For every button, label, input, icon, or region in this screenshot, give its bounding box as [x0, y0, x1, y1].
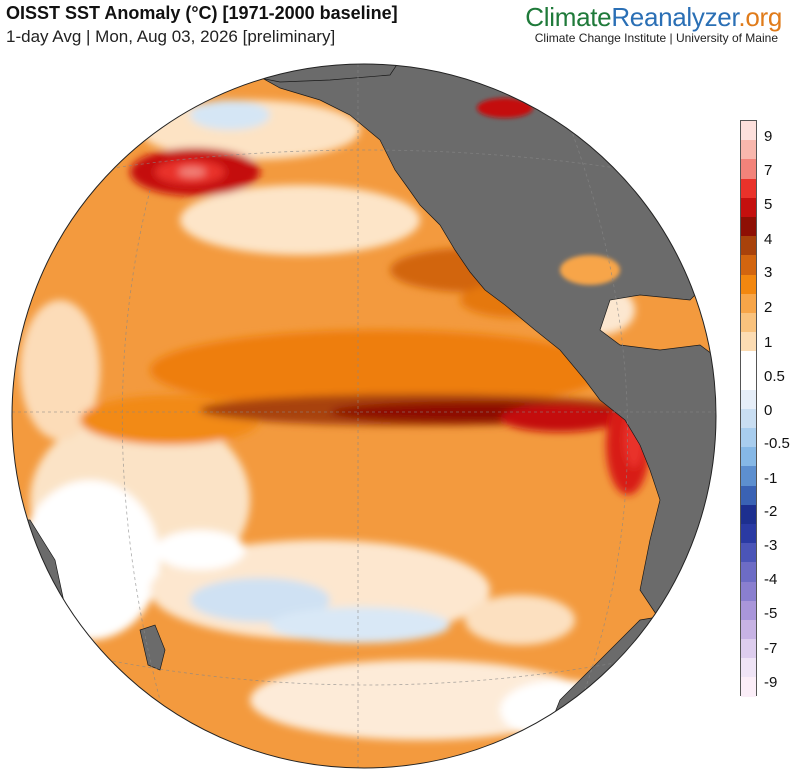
colorbar-tick-label: 2 [764, 299, 773, 316]
colorbar-segment [741, 447, 756, 467]
colorbar-tick-label: -7 [764, 640, 778, 657]
colorbar-segment [741, 581, 756, 601]
colorbar-segment [741, 121, 756, 141]
colorbar-tick-label: 0.5 [764, 368, 785, 385]
colorbar-tick-label: -1 [764, 470, 778, 487]
colorbar-segment [741, 543, 756, 563]
colorbar-tick-label: -9 [764, 674, 778, 691]
colorbar-segment [741, 178, 756, 198]
colorbar-tick-label: -2 [764, 503, 778, 520]
colorbar-segment [741, 408, 756, 428]
colorbar-tick-label: -4 [764, 571, 778, 588]
colorbar-segment [741, 216, 756, 237]
colorbar-segment [741, 504, 756, 524]
colorbar-segment [741, 523, 756, 544]
kamchatka-landmass [12, 64, 61, 131]
colorbar-segment [741, 658, 756, 678]
colorbar-segment [741, 293, 756, 313]
colorbar-segment [741, 428, 756, 448]
colorbar-segment [741, 351, 756, 371]
colorbar-tick-label: 0 [764, 402, 773, 419]
colorbar-segment [741, 600, 756, 620]
anomaly-field [20, 96, 650, 740]
brand-logo[interactable]: ClimateReanalyzer.org [525, 2, 782, 32]
colorbar-segment [741, 255, 756, 275]
colorbar-segment [741, 159, 756, 179]
colorbar-segment [741, 274, 756, 294]
colorbar-tick-label: 9 [764, 128, 773, 145]
colorbar-tick-label: -0.5 [764, 435, 790, 452]
new-zealand-landmass [139, 624, 166, 671]
colorbar-tick-label: 1 [764, 334, 773, 351]
colorbar-segment [741, 236, 756, 256]
map-title: OISST SST Anomaly (°C) [1971-2000 baseli… [6, 3, 398, 23]
colorbar-tick-label: 7 [764, 162, 773, 179]
colorbar-segment [741, 312, 756, 333]
colorbar-tick-label: -3 [764, 537, 778, 554]
colorbar-segment [741, 370, 756, 390]
colorbar-segment [741, 197, 756, 217]
graticule [12, 64, 716, 768]
map-subtitle: 1-day Avg | Mon, Aug 03, 2026 [prelimina… [6, 27, 336, 46]
colorbar-tick-label: -5 [764, 605, 778, 622]
colorbar-segment [741, 677, 756, 697]
colorbar-segment [741, 466, 756, 486]
globe-outline [11, 63, 717, 769]
colorbar-segment [741, 332, 756, 352]
colorbar-segment [741, 485, 756, 505]
colorbar [740, 120, 757, 697]
colorbar-segment [741, 619, 756, 640]
colorbar-segment [741, 639, 756, 659]
north-america-landmass [228, 64, 716, 621]
brand-subtitle: Climate Change Institute | University of… [534, 31, 778, 45]
colorbar-segment [741, 562, 756, 582]
colorbar-tick-label: 3 [764, 264, 773, 281]
colorbar-segment [741, 140, 756, 160]
colorbar-tick-label: 4 [764, 231, 773, 248]
colorbar-segment [741, 389, 756, 409]
colorbar-tick-label: 5 [764, 196, 773, 213]
